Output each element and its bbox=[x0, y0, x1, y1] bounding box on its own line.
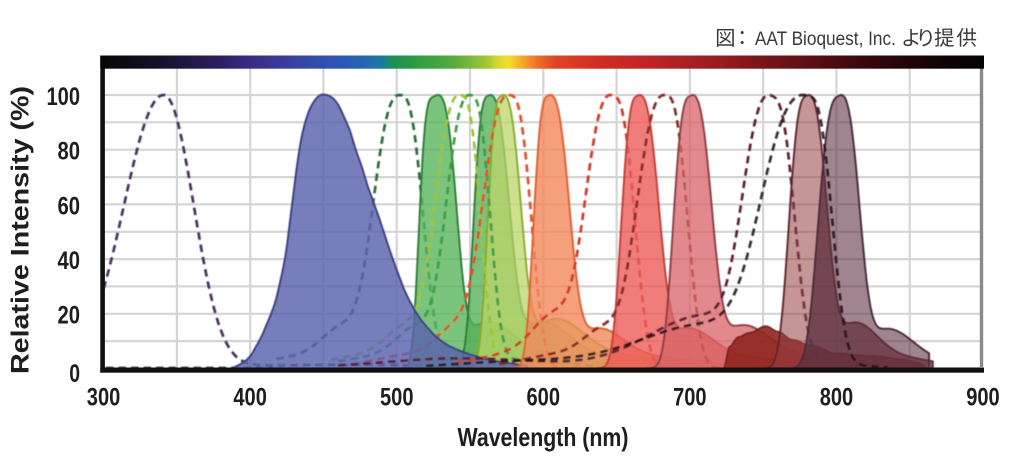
svg-text:0: 0 bbox=[69, 360, 80, 388]
svg-text:900: 900 bbox=[966, 384, 1000, 412]
svg-text:400: 400 bbox=[233, 384, 267, 412]
svg-text:500: 500 bbox=[380, 384, 414, 412]
svg-text:700: 700 bbox=[673, 384, 707, 412]
svg-text:800: 800 bbox=[820, 384, 854, 412]
svg-text:600: 600 bbox=[527, 384, 561, 412]
svg-text:Wavelength (nm): Wavelength (nm) bbox=[458, 422, 629, 452]
svg-text:AAT Bioquest, Inc.: AAT Bioquest, Inc. bbox=[755, 28, 896, 50]
svg-text:40: 40 bbox=[58, 247, 81, 275]
svg-text:60: 60 bbox=[58, 192, 81, 220]
svg-text:Relative Intensity (%): Relative Intensity (%) bbox=[7, 86, 35, 374]
svg-text:80: 80 bbox=[58, 138, 81, 166]
svg-text:100: 100 bbox=[47, 83, 81, 111]
svg-text:300: 300 bbox=[87, 384, 121, 412]
svg-text:20: 20 bbox=[58, 302, 81, 330]
